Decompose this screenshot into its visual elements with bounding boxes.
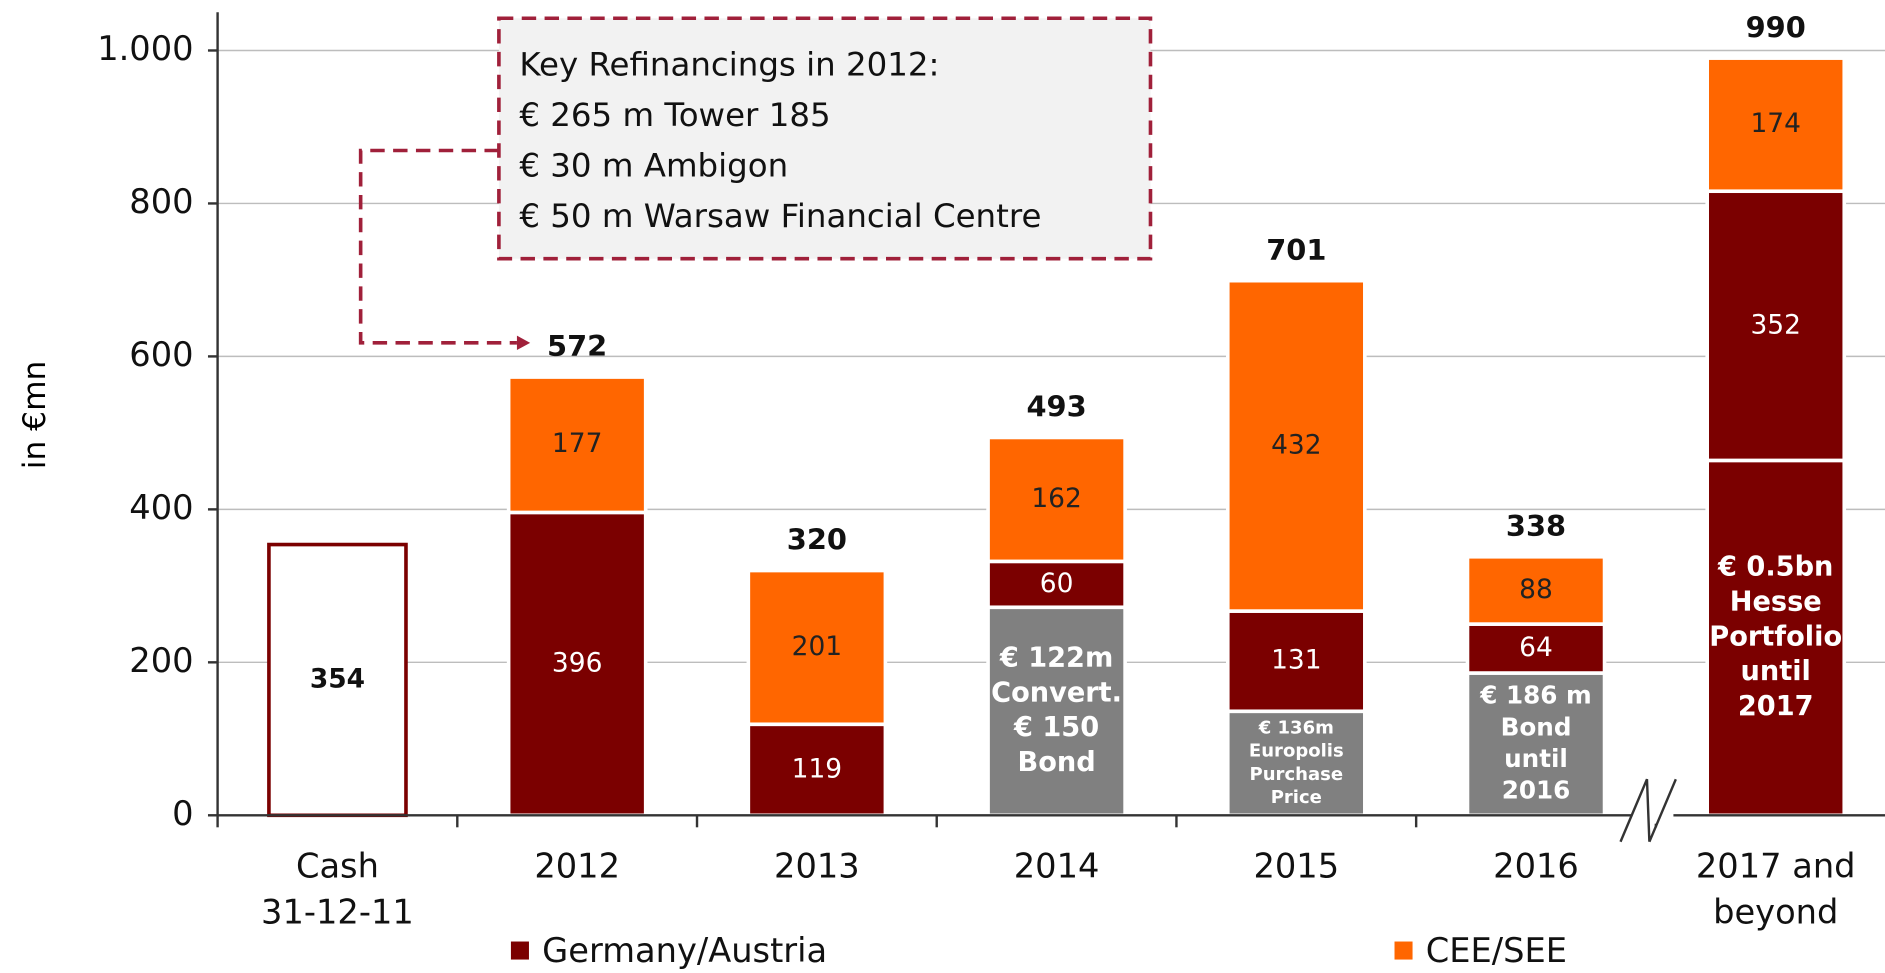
legend-label: Germany/Austria: [542, 931, 827, 970]
annotation-box: [497, 16, 1153, 261]
segment-label: Bond: [1501, 712, 1572, 741]
x-tick-label: 2016: [1493, 847, 1579, 886]
x-tick-label: beyond: [1713, 892, 1838, 931]
value-label: 201: [792, 631, 842, 662]
y-tick-label: 400: [129, 488, 193, 527]
annotation-text: € 50 m Warsaw Financial Centre: [519, 197, 1041, 235]
y-tick-label: 200: [129, 641, 193, 680]
legend-swatch: [510, 941, 529, 960]
y-tick-label: 0: [172, 794, 193, 833]
total-label: 493: [1026, 390, 1086, 424]
bar-segment: [1465, 622, 1607, 675]
bar-segment: [746, 568, 888, 727]
value-label: 88: [1519, 574, 1553, 605]
segment-label: Hesse: [1730, 586, 1822, 617]
value-label: 432: [1271, 429, 1321, 460]
segment-label: Price: [1271, 787, 1322, 808]
annotation-text: € 265 m Tower 185: [519, 96, 830, 134]
legend-swatch: [1394, 941, 1413, 960]
segment-label: until: [1741, 656, 1811, 687]
segment-label: € 136m: [1258, 718, 1334, 739]
segment-label: 2017: [1738, 691, 1814, 722]
x-tick-label: 2012: [534, 847, 620, 886]
value-label: 131: [1271, 645, 1321, 676]
bar-segment: [1705, 189, 1847, 463]
total-label: 338: [1506, 509, 1566, 543]
x-tick-label: Cash: [296, 847, 379, 886]
connector: [358, 148, 517, 345]
value-label: 119: [792, 753, 842, 784]
segment-label: Convert.: [991, 677, 1122, 708]
value-label: 177: [552, 428, 602, 459]
x-tick-label: 2017 and: [1696, 847, 1856, 886]
segment-label: Bond: [1017, 747, 1095, 778]
y-tick-label: 600: [129, 335, 193, 374]
segment-label: Portfolio: [1709, 621, 1842, 652]
value-label: 64: [1519, 632, 1553, 663]
bar-segment: [986, 605, 1127, 818]
segment-label: Europolis: [1249, 741, 1344, 762]
bar-segment: [506, 375, 648, 515]
segment-label: 2016: [1502, 776, 1571, 805]
segment-label: € 122m: [999, 642, 1113, 673]
bar-segment: [1705, 458, 1847, 818]
value-label: 354: [310, 663, 365, 694]
annotation-text: € 30 m Ambigon: [519, 146, 788, 184]
y-axis-label: in €mn: [17, 361, 53, 470]
y-tick-label: 800: [129, 182, 193, 221]
x-tick-label: 2013: [774, 847, 860, 886]
x-tick-label: 31-12-11: [261, 892, 414, 931]
value-label: 174: [1750, 108, 1800, 139]
bar-segment: [986, 559, 1127, 610]
total-label: 990: [1746, 10, 1806, 44]
bar-segment: [506, 510, 648, 818]
arrow-head: [516, 335, 531, 351]
total-label: 572: [547, 329, 607, 363]
x-tick-label: 2015: [1253, 847, 1339, 886]
bar-segment: [1225, 278, 1367, 613]
annotation-text: Key Refinancings in 2012:: [519, 45, 939, 83]
segment-label: until: [1504, 744, 1568, 773]
bar-segment: [986, 435, 1127, 564]
segment-label: € 150: [1013, 712, 1099, 743]
axis-break: [1619, 778, 1677, 843]
bar-segment: [1465, 671, 1607, 818]
bar-segment: [1705, 56, 1847, 194]
bar-segment: [1225, 709, 1367, 818]
legend-label: CEE/SEE: [1426, 931, 1567, 970]
bar-segment: [1225, 609, 1367, 714]
value-label: 396: [552, 647, 602, 678]
cash-bar: [267, 542, 408, 818]
value-label: 60: [1040, 568, 1074, 599]
y-tick-label: 1.000: [97, 29, 193, 68]
segment-label: € 186 m: [1479, 681, 1591, 710]
bar-segment: [1465, 554, 1607, 626]
segment-label: Purchase: [1250, 764, 1344, 785]
value-label: 352: [1750, 309, 1800, 340]
total-label: 320: [787, 523, 847, 557]
axis-break-gap: [1632, 809, 1674, 824]
segment-label: € 0.5bn: [1717, 552, 1833, 583]
x-tick-label: 2014: [1014, 847, 1100, 886]
total-label: 701: [1266, 233, 1326, 267]
value-label: 162: [1031, 483, 1081, 514]
